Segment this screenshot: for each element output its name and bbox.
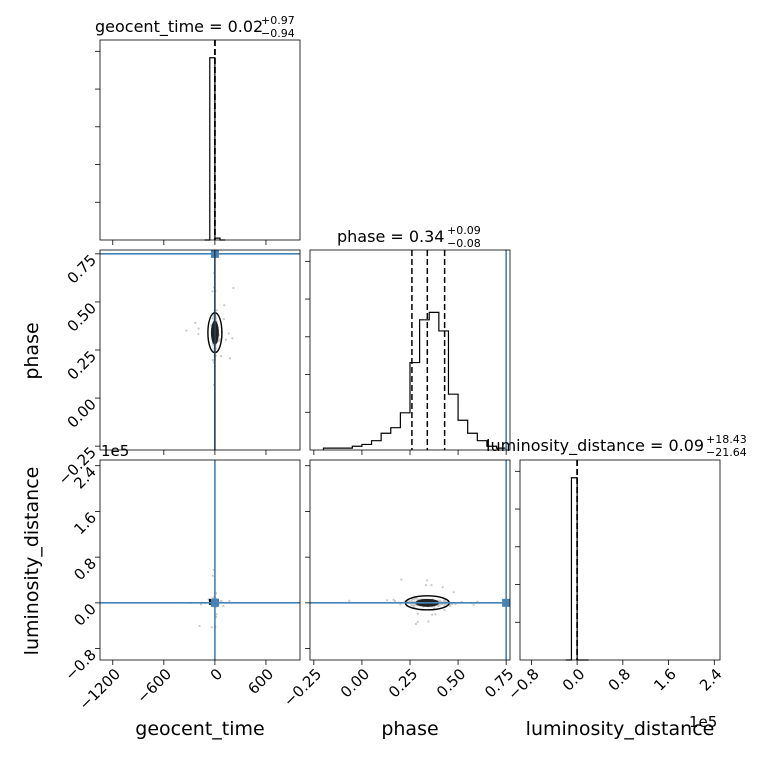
scatter-point — [425, 579, 429, 582]
x-tick-label: 1.6 — [650, 665, 680, 695]
scatter-point — [427, 620, 430, 623]
y-tick-label: 0.75 — [64, 251, 100, 287]
data-layer — [100, 40, 589, 661]
scatter-point — [414, 622, 418, 626]
scatter-point — [472, 603, 475, 606]
x-tick-label: −0.25 — [280, 665, 325, 710]
y-tick-label: 0.8 — [70, 554, 100, 584]
scatter-point — [215, 309, 218, 312]
scatter-point — [220, 599, 223, 603]
scatter-point — [231, 337, 234, 340]
scatter-point — [228, 357, 232, 360]
scatter-point — [219, 354, 223, 358]
scatter-point — [441, 586, 444, 589]
panel-frame-diag-geocent_time — [99, 39, 301, 241]
x-tick-label: 2.4 — [696, 665, 726, 695]
frame-layer — [99, 39, 721, 661]
panel-frame-scatter-geocent_time-vs-phase — [99, 249, 301, 451]
panel-frame-diag-phase — [309, 249, 511, 451]
scatter-point — [210, 626, 213, 629]
x-tick-label: −600 — [133, 665, 175, 707]
scatter-point — [194, 321, 197, 325]
scatter-point — [197, 327, 200, 330]
scatter-point — [392, 598, 395, 601]
y-tick-label: 0.00 — [64, 395, 100, 431]
scatter-point — [215, 613, 218, 616]
title-geocent-time-sub: −0.94 — [261, 27, 295, 40]
scatter-point — [222, 604, 225, 608]
scatter-point — [430, 583, 433, 587]
scatter-point — [452, 591, 455, 594]
x-tick-label: 0.8 — [605, 665, 635, 695]
y-tick-label: 0.50 — [64, 299, 100, 335]
scatter-point — [197, 332, 200, 336]
title-phase-sup: +0.09 — [447, 224, 481, 237]
title-geocent-time: geocent_time = 0.02 — [95, 17, 263, 37]
x-tick-label: 600 — [244, 665, 277, 698]
scatter-point — [424, 584, 427, 587]
scatter-point — [224, 338, 228, 341]
panel-frame-scatter-phase-vs-luminosity_distance — [309, 459, 511, 661]
y-tick-label: 1.6 — [70, 509, 100, 539]
scatter-point — [443, 608, 446, 612]
panel-frame-diag-luminosity_distance — [519, 459, 721, 661]
scatter-point — [211, 574, 214, 577]
scatter-point — [228, 599, 231, 603]
ylabel-luminosity-distance: luminosity_distance — [21, 467, 43, 656]
scatter-point — [400, 578, 403, 581]
scatter-point — [199, 603, 203, 606]
offset-text-x-luminosity-distance: 1e5 — [689, 713, 717, 731]
truth-marker — [210, 598, 219, 607]
x-tick-label: 0 — [207, 665, 226, 684]
scatter-point — [223, 304, 226, 307]
truth-marker — [502, 598, 511, 607]
y-tick-label: 0.25 — [64, 347, 100, 383]
histogram-phase — [322, 311, 507, 450]
title-phase: phase = 0.34 — [337, 227, 444, 246]
scatter-point — [211, 290, 214, 293]
scatter-point — [198, 624, 201, 628]
y-tick-label: −0.8 — [61, 646, 99, 684]
scatter-point — [393, 599, 397, 603]
scatter-point — [218, 338, 221, 341]
xlabel-luminosity-distance: luminosity_distance — [526, 718, 715, 740]
scatter-point — [448, 604, 452, 608]
x-tick-label: 0.00 — [337, 665, 373, 701]
title-luminosity-distance-sup: +18.43 — [706, 433, 747, 446]
xlabel-phase: phase — [381, 718, 438, 740]
scatter-point — [386, 599, 389, 602]
tick-layer: −0.250.000.250.500.75−1200 −600 0 600−0.80.… — [55, 50, 726, 714]
scatter-point — [434, 613, 437, 616]
xlabel-geocent-time: geocent_time — [135, 718, 264, 740]
scatter-point — [410, 604, 413, 607]
scatter-point — [211, 597, 215, 600]
scatter-point — [399, 603, 402, 606]
scatter-point — [222, 318, 225, 321]
x-tick-label: 0.50 — [433, 665, 469, 701]
scatter-point — [227, 332, 230, 335]
scatter-point — [348, 599, 351, 602]
ylabel-phase: phase — [21, 322, 43, 379]
scatter-point — [232, 286, 235, 290]
scatter-point — [416, 612, 419, 615]
scatter-point — [185, 329, 188, 332]
y-tick-label: 0.0 — [70, 600, 100, 630]
x-tick-label: 0.0 — [559, 665, 589, 695]
offset-text-y-luminosity-distance: 1e5 — [101, 442, 129, 460]
panel-frame-scatter-geocent_time-vs-luminosity_distance — [99, 459, 301, 661]
x-tick-label: 0.25 — [385, 665, 421, 701]
title-luminosity-distance-sub: −21.64 — [706, 446, 747, 459]
title-geocent-time-sup: +0.97 — [261, 14, 295, 27]
grid-layer — [100, 40, 720, 660]
scatter-point — [431, 613, 434, 616]
title-luminosity-distance: luminosity_distance = 0.09 — [486, 436, 704, 456]
scatter-point — [416, 620, 419, 624]
title-phase-sub: −0.08 — [447, 237, 481, 250]
